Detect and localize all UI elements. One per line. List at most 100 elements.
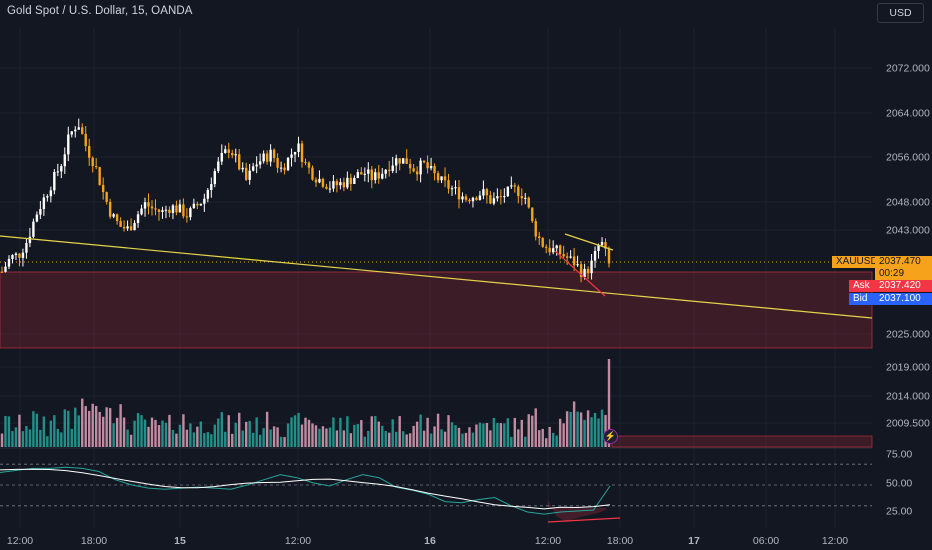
candle-body [18,253,21,258]
lightning-icon[interactable]: ⚡ [603,429,618,444]
price-axis: 2072.000 2064.000 2056.000 2048.000 2043.000… [886,63,930,518]
volume-bar [342,430,346,447]
candle-body [538,236,541,239]
volume-bar [234,422,237,447]
candle-body [506,186,510,197]
candle-body [119,221,122,227]
candle-body [489,195,492,204]
volume-bar [53,415,56,447]
volume-bar [363,436,367,447]
candle-body [478,195,482,200]
candle-body [11,254,14,259]
volume-bar [422,430,426,447]
candle-body [74,129,77,132]
volume-bar [398,416,401,447]
volume-bar [297,412,300,447]
volume-bar [67,410,70,447]
candle-body [485,189,489,196]
volume-bar [98,411,101,447]
volume-bar [276,427,279,447]
candle-body [14,253,18,255]
countdown-tag: 00:29 [875,268,932,280]
price-tick-label: 2072.000 [886,63,930,75]
volume-bar [192,432,196,447]
candle-body [126,226,129,229]
candle-body [63,154,66,167]
volume-bar [464,432,468,447]
currency-button[interactable]: USD [877,3,924,23]
chart-title: Gold Spot / U.S. Dollar, 15, OANDA [7,5,193,17]
candle-body [325,186,328,189]
candle-body [524,197,527,199]
candle-body [513,185,517,187]
volume-bar [133,420,136,447]
candle-body [164,209,168,211]
candle-body [196,203,199,206]
candle-body [384,169,387,174]
volume-bar [600,409,604,447]
volume-bar [178,424,182,447]
volume-bar [56,428,60,447]
volume-bar [272,426,276,447]
candle-body [185,216,189,218]
price-tick-label: 2014.000 [886,391,930,403]
volume-bar [450,422,454,447]
candle-body [534,221,537,237]
candle-body [468,199,471,202]
volume-bar [593,412,597,447]
candle-body [192,203,196,209]
candle-body [541,238,544,247]
volume-bar [206,432,210,447]
candle-body [520,196,523,199]
volume-bar [262,428,265,447]
candle-body [35,214,39,222]
time-tick-label: 16 [424,535,436,547]
candle-body [517,186,520,197]
bid-price: 2037.100 [875,293,932,305]
candle-body [314,179,318,183]
candle-body [551,248,555,253]
volume-bar [517,429,520,447]
volume-bar [388,432,391,447]
volume-bar [126,429,129,447]
volume-bar [339,417,342,447]
candle-body [32,221,35,237]
volume-bar [60,432,63,447]
volume-bar [105,407,108,447]
volume-bar [311,423,314,447]
volume-bar [150,417,154,447]
candle-body [129,226,133,231]
candle-body [227,149,230,153]
volume-bar [81,398,84,447]
candle-body [499,196,503,198]
candle-body [471,197,475,202]
candle-body [436,173,440,181]
candle-body [269,149,272,162]
rsi-tick-label: 75.00 [886,449,912,461]
candle-body [238,154,241,170]
candle-body [349,177,353,184]
volume-bar [475,424,478,447]
volume-bar [562,423,565,447]
candle-body [217,161,220,171]
symbol-tag: XAUUSD [832,256,878,268]
volume-bar [0,433,4,447]
candle-body [576,264,579,266]
candle-body [395,158,398,166]
candle-body [94,166,98,168]
volume-bar [143,419,147,447]
volume-bar [335,430,339,447]
volume-bar [231,433,234,447]
volume-bar [258,434,262,447]
candle-body [108,201,112,217]
volume-bar [175,433,178,447]
volume-bar [244,421,248,447]
last-price-tag: 2037.470 [875,256,932,268]
candle-body [388,169,391,171]
candle-body [210,184,213,190]
volume-bar [171,429,175,447]
volume-bar [199,421,203,447]
volume-bar [108,408,112,447]
candle-body [328,188,332,190]
